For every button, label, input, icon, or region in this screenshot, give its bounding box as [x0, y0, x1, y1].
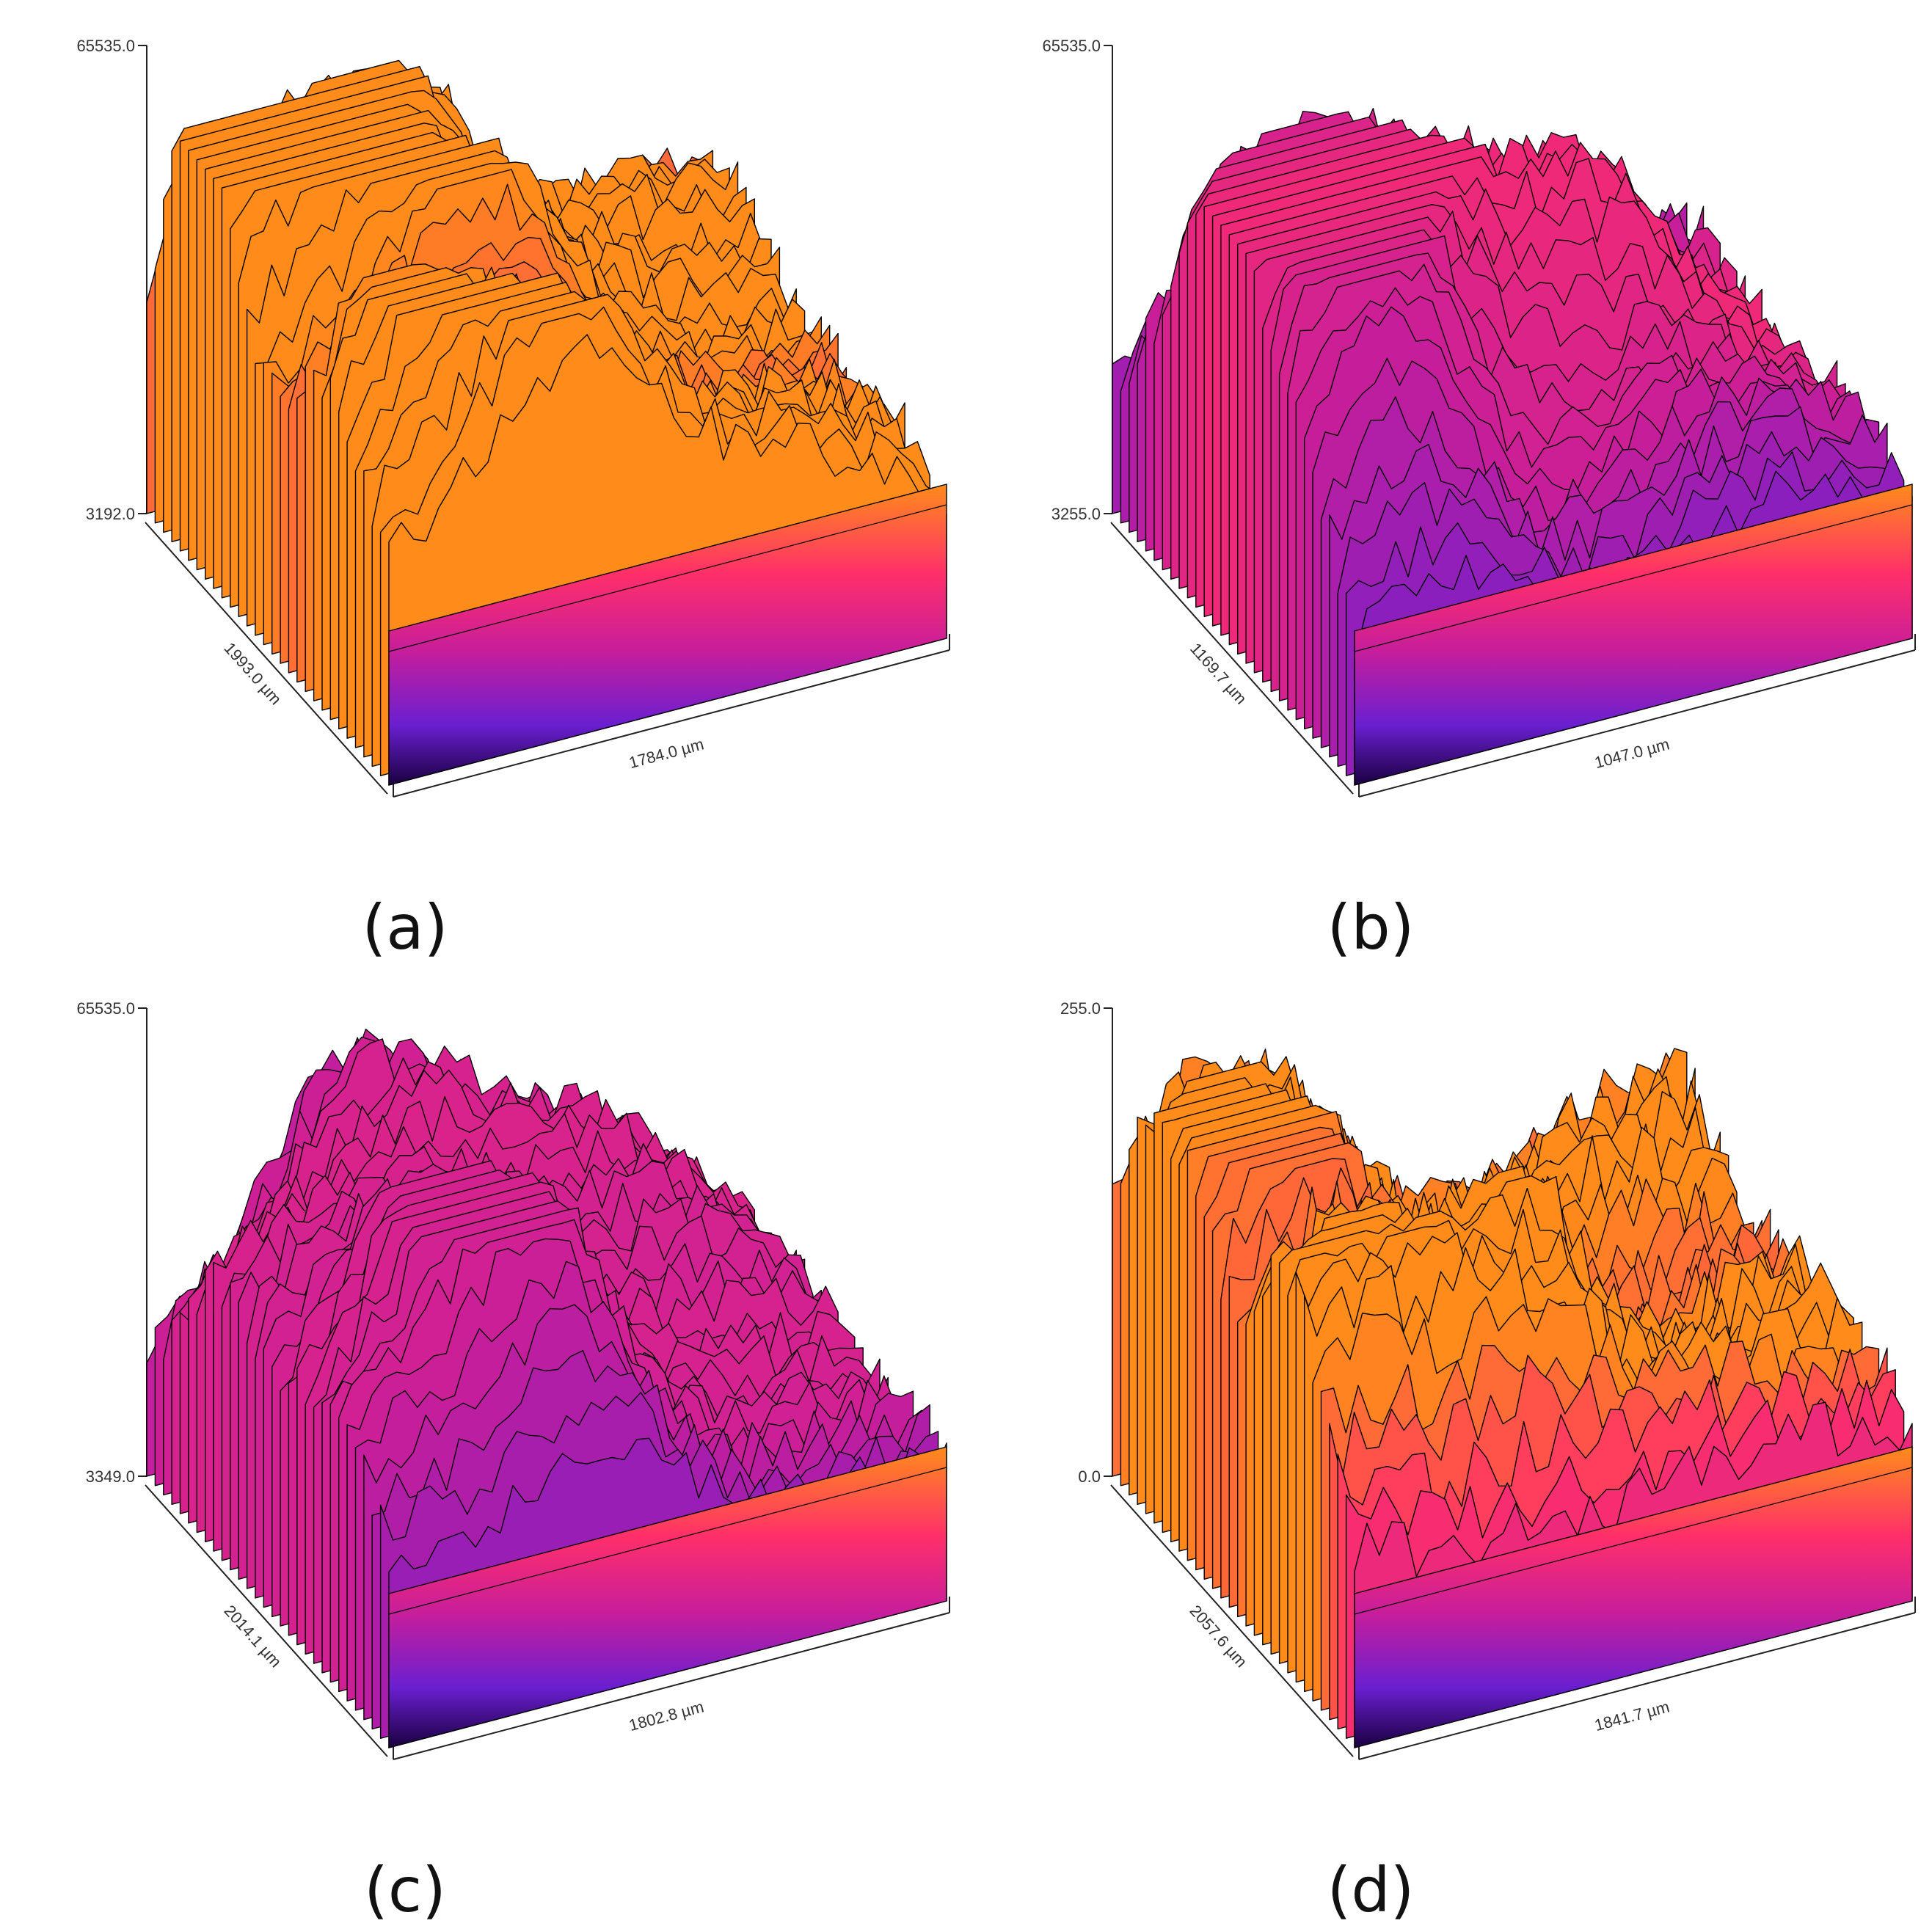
z-min-label: 0.0: [1078, 1467, 1101, 1486]
width-axis-label: 1841.7 µm: [1592, 1697, 1671, 1735]
front-face: [1354, 1446, 1913, 1748]
front-face: [388, 1446, 947, 1748]
z-max-label: 65535.0: [1042, 37, 1101, 55]
front-face: [388, 484, 947, 786]
z-min-label: 3255.0: [1051, 505, 1101, 523]
depth-axis-line: [1110, 1484, 1354, 1757]
front-face-rule: [1354, 1467, 1913, 1615]
depth-axis-line: [145, 1484, 388, 1757]
front-face: [1354, 484, 1913, 786]
depth-axis-line: [145, 522, 388, 795]
depth-axis-line: [1110, 522, 1354, 795]
width-axis-line: [393, 649, 950, 798]
panel-caption-a: (a): [362, 891, 448, 963]
panel-caption-d: (d): [1327, 1854, 1415, 1926]
panel-caption-b: (b): [1327, 891, 1415, 963]
front-face-rule: [388, 504, 947, 652]
z-max-label: 65535.0: [76, 999, 135, 1018]
width-axis-label: 1802.8 µm: [627, 1697, 705, 1735]
width-axis-line: [393, 1612, 950, 1760]
panel-c: 65535.0 3349.0 2014.1 µm 1802.8 µm (c): [0, 963, 966, 1926]
z-max-label: 65535.0: [76, 37, 135, 55]
panel-caption-c: (c): [364, 1854, 446, 1926]
width-axis-line: [1358, 1612, 1916, 1760]
z-min-label: 3192.0: [86, 505, 135, 523]
width-axis-line: [1358, 649, 1916, 798]
front-face-rule: [1354, 504, 1913, 652]
z-max-label: 255.0: [1060, 999, 1101, 1018]
front-face-rule: [388, 1467, 947, 1615]
z-min-label: 3349.0: [86, 1467, 135, 1486]
panel-b: 65535.0 3255.0 1169.7 µm 1047.0 µm (b): [966, 0, 1931, 963]
width-axis-label: 1047.0 µm: [1592, 734, 1671, 772]
panel-a: 65535.0 3192.0 1993.0 µm 1784.0 µm (a): [0, 0, 966, 963]
panel-d: 255.0 0.0 2057.6 µm 1841.7 µm (d): [966, 963, 1931, 1926]
width-axis-label: 1784.0 µm: [627, 734, 705, 772]
